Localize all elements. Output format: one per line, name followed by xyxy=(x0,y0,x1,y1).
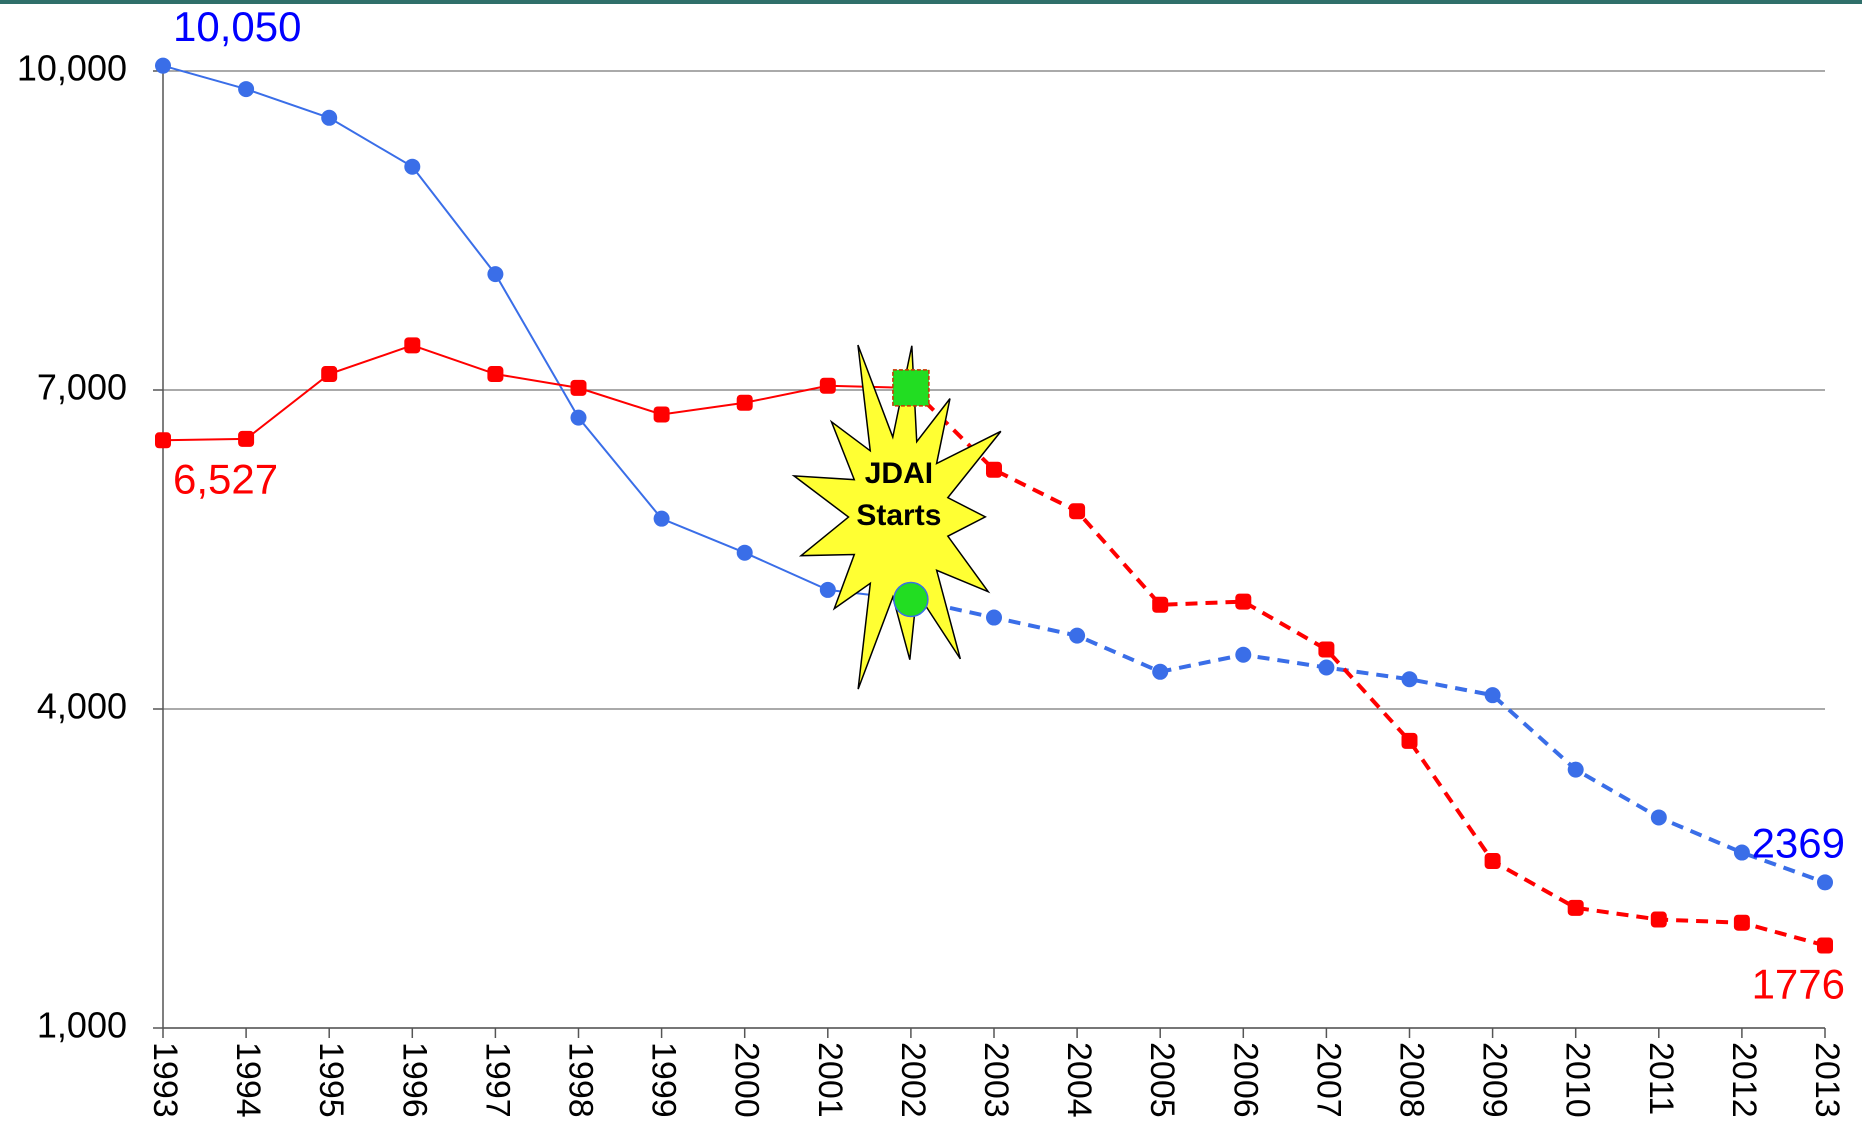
point xyxy=(654,511,670,527)
start-marker xyxy=(894,582,928,616)
point xyxy=(1734,915,1750,931)
point xyxy=(571,380,587,396)
series-line xyxy=(163,345,911,440)
value-label: 6,527 xyxy=(173,455,278,502)
x-tick-label: 2008 xyxy=(1393,1042,1431,1118)
y-tick-label: 10,000 xyxy=(17,48,127,89)
x-tick-label: 2007 xyxy=(1309,1042,1347,1118)
point xyxy=(404,337,420,353)
point xyxy=(1152,597,1168,613)
point xyxy=(238,431,254,447)
x-tick-label: 1999 xyxy=(645,1042,683,1118)
point xyxy=(1235,647,1251,663)
point xyxy=(1651,912,1667,928)
point xyxy=(1318,660,1334,676)
point xyxy=(1402,671,1418,687)
point xyxy=(1235,594,1251,610)
point xyxy=(487,366,503,382)
point xyxy=(737,395,753,411)
x-tick-label: 2004 xyxy=(1060,1042,1098,1118)
y-tick-label: 7,000 xyxy=(37,367,127,408)
x-tick-label: 2009 xyxy=(1476,1042,1514,1118)
x-tick-label: 1997 xyxy=(478,1042,516,1118)
x-tick-label: 2011 xyxy=(1642,1042,1680,1115)
point xyxy=(1318,641,1334,657)
y-tick-label: 1,000 xyxy=(37,1005,127,1046)
point xyxy=(986,610,1002,626)
x-tick-label: 2012 xyxy=(1725,1042,1763,1118)
x-tick-label: 2005 xyxy=(1143,1042,1181,1118)
point xyxy=(1152,664,1168,680)
x-tick-label: 2010 xyxy=(1559,1042,1597,1118)
point xyxy=(1402,733,1418,749)
page: 1,000 4,000 7,000 10,000 1993 1994 1995 1996 199… xyxy=(0,0,1862,1134)
point xyxy=(986,462,1002,478)
x-tick-label: 2003 xyxy=(977,1042,1015,1118)
point xyxy=(1651,809,1667,825)
value-label: 2369 xyxy=(1752,820,1845,867)
series-line xyxy=(911,599,1825,882)
value-label: 1776 xyxy=(1752,961,1845,1008)
point xyxy=(571,410,587,426)
annotation: Starts xyxy=(856,499,941,532)
x-tick-label: 1994 xyxy=(229,1042,267,1118)
annotation: JDAI xyxy=(865,457,933,490)
point xyxy=(1817,937,1833,953)
x-tick-label: 2001 xyxy=(811,1042,849,1118)
point xyxy=(1568,900,1584,916)
point xyxy=(487,266,503,282)
start-marker xyxy=(893,370,929,406)
point xyxy=(1817,874,1833,890)
y-tick-label: 4,000 xyxy=(37,686,127,727)
x-tick-label: 2000 xyxy=(728,1042,766,1118)
point xyxy=(155,58,171,74)
x-tick-label: 1996 xyxy=(395,1042,433,1118)
x-tick-label: 1993 xyxy=(146,1042,184,1118)
x-tick-label: 1998 xyxy=(562,1042,600,1118)
point xyxy=(1069,503,1085,519)
point xyxy=(737,545,753,561)
point xyxy=(1568,762,1584,778)
x-tick-label: 2006 xyxy=(1226,1042,1264,1118)
point xyxy=(238,81,254,97)
point xyxy=(1734,845,1750,861)
point xyxy=(155,432,171,448)
x-tick-label: 2002 xyxy=(894,1042,932,1118)
x-tick-label: 2013 xyxy=(1808,1042,1846,1118)
x-tick-label: 1995 xyxy=(312,1042,350,1118)
point xyxy=(1485,853,1501,869)
point xyxy=(321,366,337,382)
value-label: 10,050 xyxy=(173,3,301,50)
point xyxy=(1069,628,1085,644)
series-line xyxy=(163,66,911,600)
series-line xyxy=(911,388,1825,946)
chart: 1,000 4,000 7,000 10,000 1993 1994 1995 1996 199… xyxy=(0,0,1862,1134)
point xyxy=(654,406,670,422)
point xyxy=(820,582,836,598)
point xyxy=(1485,687,1501,703)
point xyxy=(404,159,420,175)
point xyxy=(321,110,337,126)
point xyxy=(820,378,836,394)
